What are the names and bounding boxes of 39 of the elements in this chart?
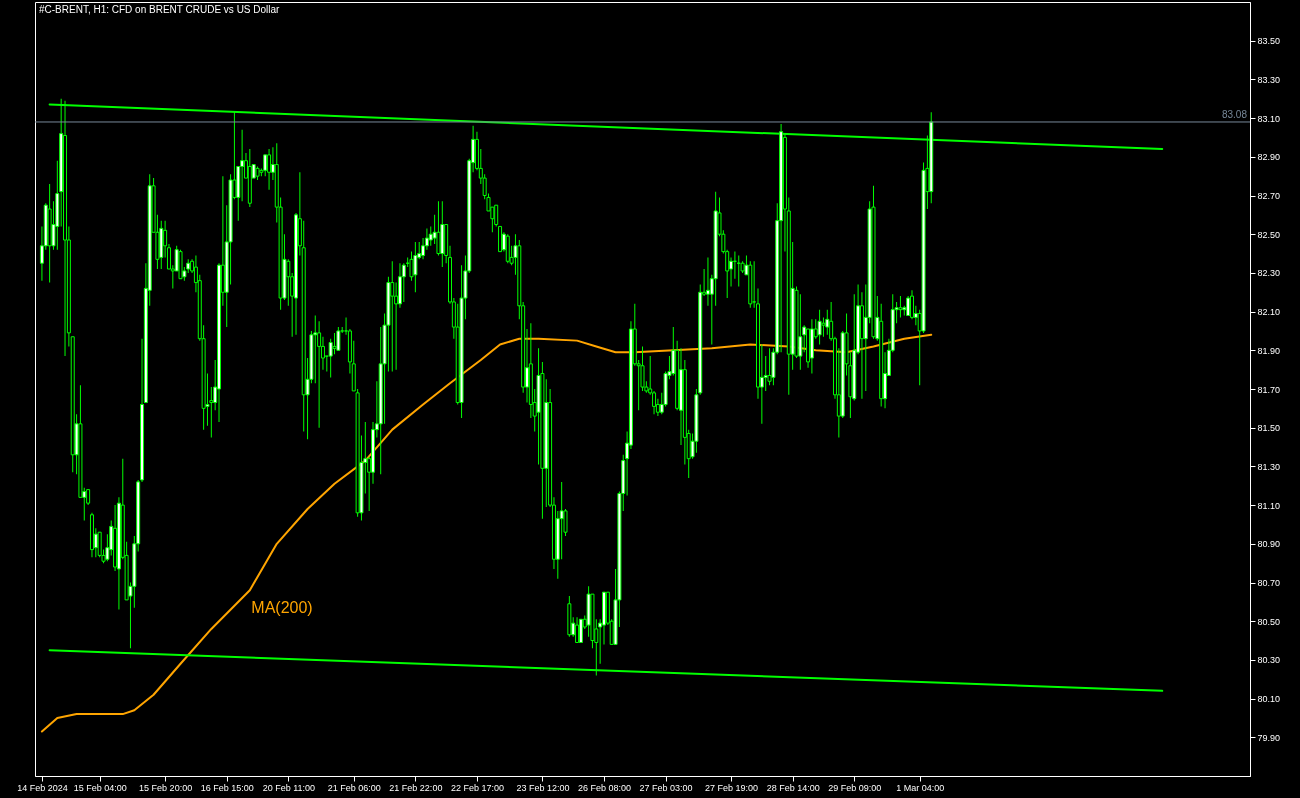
x-tick-label: 21 Feb 22:00 [389,782,443,793]
y-tick-label: 82.70 [1257,191,1281,201]
x-tick-label: 1 Mar 04:00 [896,782,945,793]
y-tick-label: 82.10 [1257,307,1281,318]
x-tick-label: 27 Feb 19:00 [705,782,759,793]
x-tick-label: 21 Feb 06:00 [327,782,381,793]
line-series [40,333,933,733]
x-tick-label: 22 Feb 17:00 [450,782,504,793]
y-tick-label: 80.70 [1257,578,1281,588]
annotation: MA(200) [251,599,313,616]
y-tick-label: 82.30 [1257,268,1281,279]
y-tick-label: 80.90 [1257,539,1281,550]
y-tick-label: 81.70 [1257,384,1281,395]
candlestick [313,315,318,384]
x-tick-label: 29 Feb 09:00 [828,782,882,793]
y-tick-label: 83.10 [1257,113,1281,124]
x-tick-label: 16 Feb 15:00 [200,782,254,793]
x-tick-label: 15 Feb 04:00 [73,782,127,793]
y-tick-label: 81.90 [1257,345,1281,356]
chart-title: #C-BRENT, H1: CFD on BRENT CRUDE vs US Dollar [39,4,281,15]
x-tick-label: 23 Feb 12:00 [516,782,570,793]
y-tick-label: 80.30 [1257,655,1281,666]
x-tick-label: 26 Feb 08:00 [577,782,632,793]
ref-line-label: 83.08 [1221,108,1248,120]
x-tick-label: 28 Feb 14:00 [766,782,820,793]
y-tick-label: 81.50 [1257,423,1281,434]
y-tick-label: 80.50 [1257,616,1281,627]
x-tick-label: 20 Feb 11:00 [262,782,315,793]
y-tick-label: 83.50 [1257,36,1281,47]
y-tick-label: 81.10 [1257,500,1281,511]
x-tick-label: 15 Feb 20:00 [139,782,193,793]
y-tick-label: 82.90 [1257,152,1281,163]
y-tick-label: 79.90 [1257,732,1281,743]
y-tick-label: 80.10 [1257,694,1281,705]
y-tick-label: 82.50 [1257,229,1281,240]
y-tick-label: 81.30 [1257,461,1281,472]
x-tick-label: 14 Feb 2024 [17,782,68,793]
x-tick-label: 27 Feb 03:00 [639,782,693,793]
y-tick-label: 83.30 [1257,74,1281,85]
